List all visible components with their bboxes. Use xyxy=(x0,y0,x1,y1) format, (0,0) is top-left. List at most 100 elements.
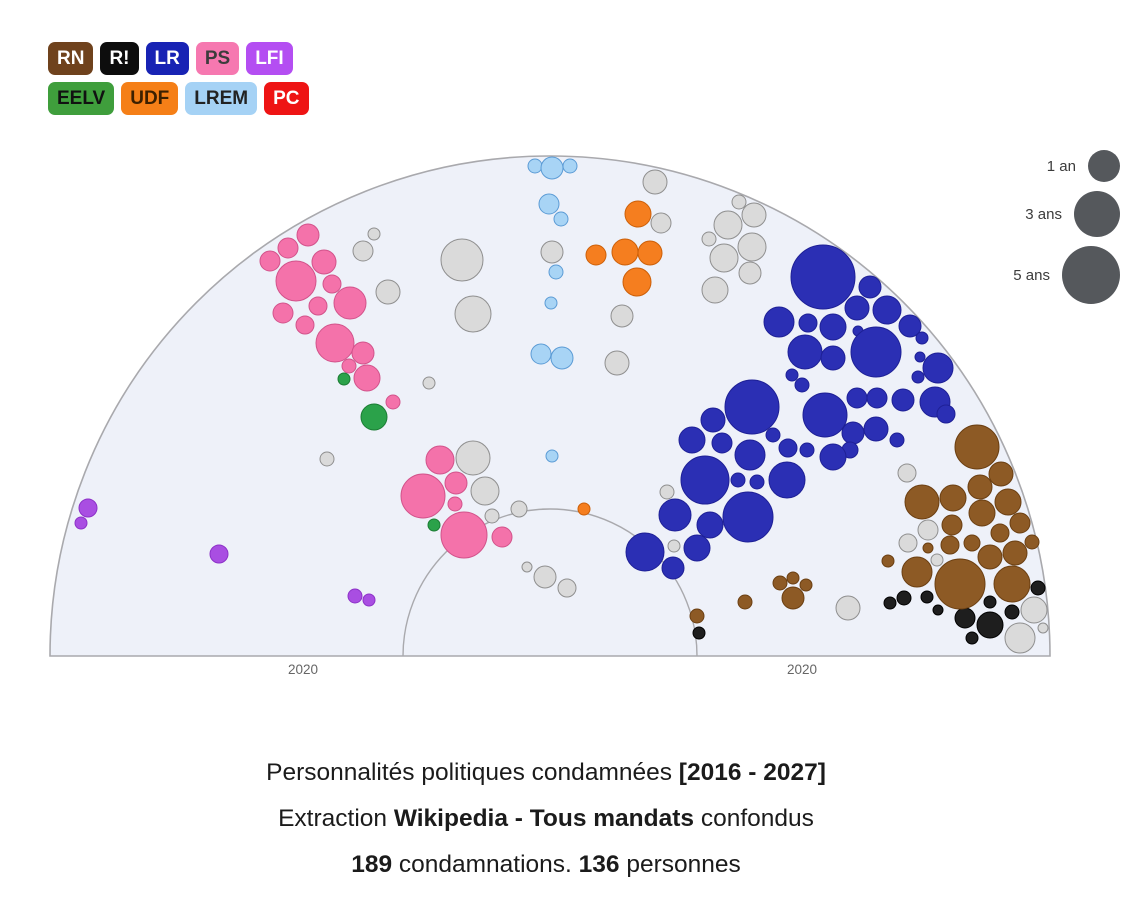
bubble-rn[interactable] xyxy=(881,554,895,568)
bubble-lr[interactable] xyxy=(866,387,888,409)
bubble-rn[interactable] xyxy=(799,578,813,592)
bubble-ps[interactable] xyxy=(333,286,367,320)
bubble-udf[interactable] xyxy=(624,200,652,228)
bubble-lr[interactable] xyxy=(790,244,856,310)
bubble-lr[interactable] xyxy=(798,313,818,333)
bubble-autre[interactable] xyxy=(737,232,767,262)
bubble-lr[interactable] xyxy=(819,443,847,471)
bubble-rn[interactable] xyxy=(941,514,963,536)
bubble-lfi[interactable] xyxy=(347,588,363,604)
bubble-lr[interactable] xyxy=(819,313,847,341)
bubble-rn[interactable] xyxy=(786,571,800,585)
bubble-autre[interactable] xyxy=(422,376,436,390)
bubble-lfi[interactable] xyxy=(209,544,229,564)
legend-badge-pc[interactable]: PC xyxy=(264,82,309,115)
bubble-lr[interactable] xyxy=(625,532,665,572)
bubble-lr[interactable] xyxy=(683,534,711,562)
bubble-lr[interactable] xyxy=(872,295,902,325)
bubble-autre[interactable] xyxy=(367,227,381,241)
bubble-lr[interactable] xyxy=(911,370,925,384)
bubble-autre[interactable] xyxy=(375,279,401,305)
bubble-ps[interactable] xyxy=(440,511,488,559)
bubble-lr[interactable] xyxy=(891,388,915,412)
bubble-autre[interactable] xyxy=(352,240,374,262)
bubble-rexcl[interactable] xyxy=(965,631,979,645)
legend-badge-rexcl[interactable]: R! xyxy=(100,42,139,75)
bubble-lr[interactable] xyxy=(898,314,922,338)
bubble-autre[interactable] xyxy=(470,476,500,506)
bubble-autre[interactable] xyxy=(484,508,500,524)
legend-badge-lr[interactable]: LR xyxy=(145,42,189,75)
bubble-autre[interactable] xyxy=(521,561,533,573)
bubble-autre[interactable] xyxy=(741,202,767,228)
bubble-lr[interactable] xyxy=(915,331,929,345)
bubble-rn[interactable] xyxy=(988,461,1014,487)
bubble-rn[interactable] xyxy=(994,488,1022,516)
bubble-autre[interactable] xyxy=(738,261,762,285)
bubble-lr[interactable] xyxy=(841,421,865,445)
bubble-lrem[interactable] xyxy=(530,343,552,365)
bubble-ps[interactable] xyxy=(315,323,355,363)
bubble-rn[interactable] xyxy=(954,424,1000,470)
bubble-autre[interactable] xyxy=(1004,622,1036,654)
bubble-rn[interactable] xyxy=(689,608,705,624)
bubble-autre[interactable] xyxy=(659,484,675,500)
bubble-rn[interactable] xyxy=(904,484,940,520)
bubble-udf[interactable] xyxy=(577,502,591,516)
bubble-lrem[interactable] xyxy=(544,296,558,310)
bubble-lr[interactable] xyxy=(787,334,823,370)
legend-badge-rn[interactable]: RN xyxy=(48,42,94,75)
bubble-lrem[interactable] xyxy=(550,346,574,370)
bubble-rn[interactable] xyxy=(967,474,993,500)
bubble-autre[interactable] xyxy=(930,553,944,567)
bubble-rn[interactable] xyxy=(940,535,960,555)
bubble-rn[interactable] xyxy=(781,586,805,610)
bubble-autre[interactable] xyxy=(455,440,491,476)
bubble-lr[interactable] xyxy=(844,295,870,321)
bubble-lrem[interactable] xyxy=(527,158,543,174)
bubble-autre[interactable] xyxy=(897,463,917,483)
bubble-lr[interactable] xyxy=(802,392,848,438)
bubble-autre[interactable] xyxy=(709,243,739,273)
bubble-rexcl[interactable] xyxy=(692,626,706,640)
bubble-ps[interactable] xyxy=(311,249,337,275)
bubble-lr[interactable] xyxy=(763,306,795,338)
bubble-udf[interactable] xyxy=(622,267,652,297)
bubble-rn[interactable] xyxy=(993,565,1031,603)
bubble-ps[interactable] xyxy=(491,526,513,548)
bubble-ps[interactable] xyxy=(351,341,375,365)
bubble-lrem[interactable] xyxy=(548,264,564,280)
bubble-autre[interactable] xyxy=(701,231,717,247)
bubble-autre[interactable] xyxy=(319,451,335,467)
bubble-lr[interactable] xyxy=(700,407,726,433)
bubble-lr[interactable] xyxy=(799,442,815,458)
bubble-rexcl[interactable] xyxy=(883,596,897,610)
bubble-eelv[interactable] xyxy=(360,403,388,431)
bubble-lr[interactable] xyxy=(794,377,810,393)
bubble-lr[interactable] xyxy=(863,416,889,442)
bubble-ps[interactable] xyxy=(447,496,463,512)
bubble-autre[interactable] xyxy=(557,578,577,598)
bubble-autre[interactable] xyxy=(610,304,634,328)
bubble-rn[interactable] xyxy=(990,523,1010,543)
bubble-autre[interactable] xyxy=(917,519,939,541)
bubble-lr[interactable] xyxy=(846,387,868,409)
bubble-rn[interactable] xyxy=(934,558,986,610)
bubble-rexcl[interactable] xyxy=(1004,604,1020,620)
bubble-ps[interactable] xyxy=(341,358,357,374)
legend-badge-lfi[interactable]: LFI xyxy=(246,42,293,75)
bubble-lrem[interactable] xyxy=(553,211,569,227)
bubble-lr[interactable] xyxy=(936,404,956,424)
bubble-rn[interactable] xyxy=(737,594,753,610)
legend-badge-udf[interactable]: UDF xyxy=(121,82,179,115)
bubble-eelv[interactable] xyxy=(337,372,351,386)
bubble-rexcl[interactable] xyxy=(983,595,997,609)
legend-badge-lrem[interactable]: LREM xyxy=(185,82,258,115)
bubble-lrem[interactable] xyxy=(538,193,560,215)
bubble-lr[interactable] xyxy=(680,455,730,505)
bubble-lfi[interactable] xyxy=(78,498,98,518)
bubble-lr[interactable] xyxy=(922,352,954,384)
bubble-rn[interactable] xyxy=(922,542,934,554)
bubble-eelv[interactable] xyxy=(427,518,441,532)
bubble-lr[interactable] xyxy=(658,498,692,532)
